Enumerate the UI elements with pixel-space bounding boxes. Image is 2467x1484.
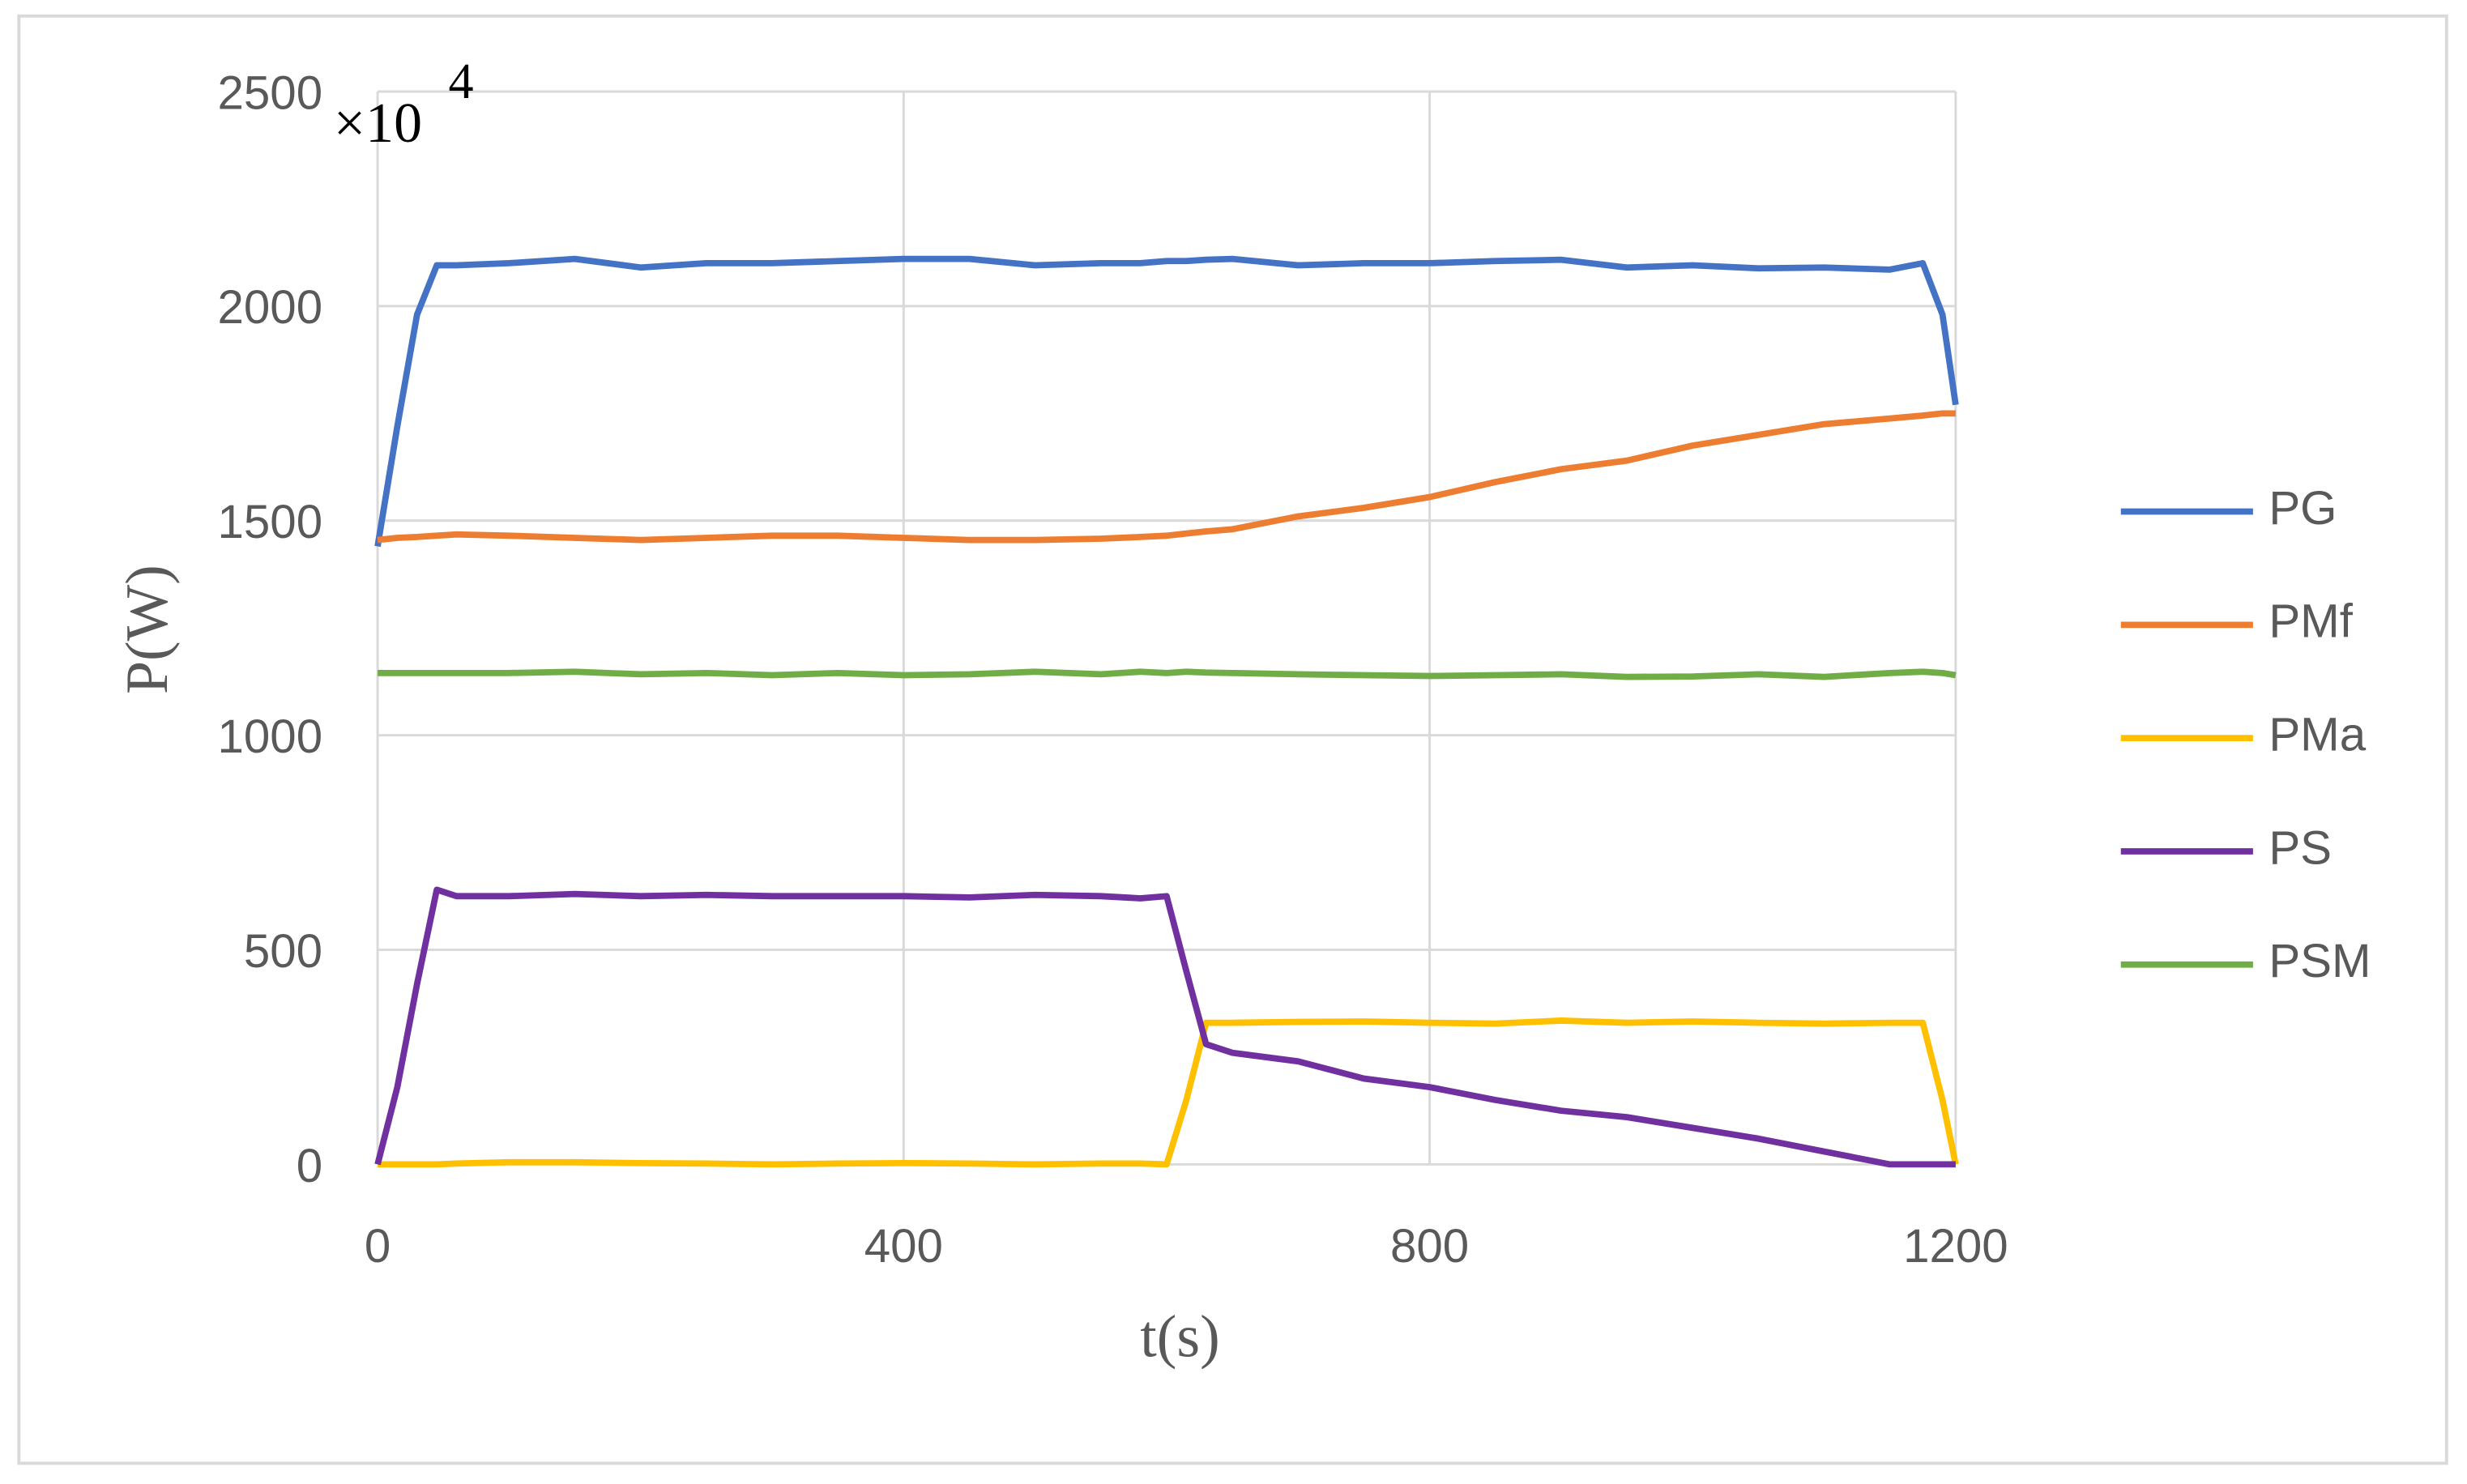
y-axis-title: P(W) (113, 565, 180, 694)
y-tick-label: 1000 (218, 710, 323, 763)
x-axis-title: t(s) (1140, 1303, 1219, 1369)
legend-label: PSM (2269, 935, 2371, 987)
y-tick-label: 0 (297, 1140, 322, 1192)
series-line (378, 1017, 1959, 1168)
legend-label: PMa (2269, 709, 2366, 761)
series-line (377, 410, 1956, 544)
legend-label: PS (2269, 821, 2332, 874)
series-line (374, 255, 1959, 548)
x-tick-label: 1200 (1903, 1220, 2008, 1273)
y-tick-label: 500 (244, 925, 322, 978)
series-line (378, 668, 1957, 680)
x-tick-label: 800 (1390, 1220, 1469, 1273)
y-tick-label: 2000 (218, 281, 323, 334)
multiplier-exponent: 4 (448, 54, 473, 109)
series-line (374, 886, 1956, 1168)
x-tick-label: 0 (365, 1220, 391, 1273)
y-tick-label: 1500 (218, 496, 323, 548)
x-tick-label: 400 (864, 1220, 943, 1273)
y-tick-label: 2500 (218, 66, 323, 119)
legend-label: PG (2269, 482, 2337, 535)
multiplier-base: ×10 (334, 92, 422, 155)
legend-label: PMf (2269, 595, 2353, 648)
